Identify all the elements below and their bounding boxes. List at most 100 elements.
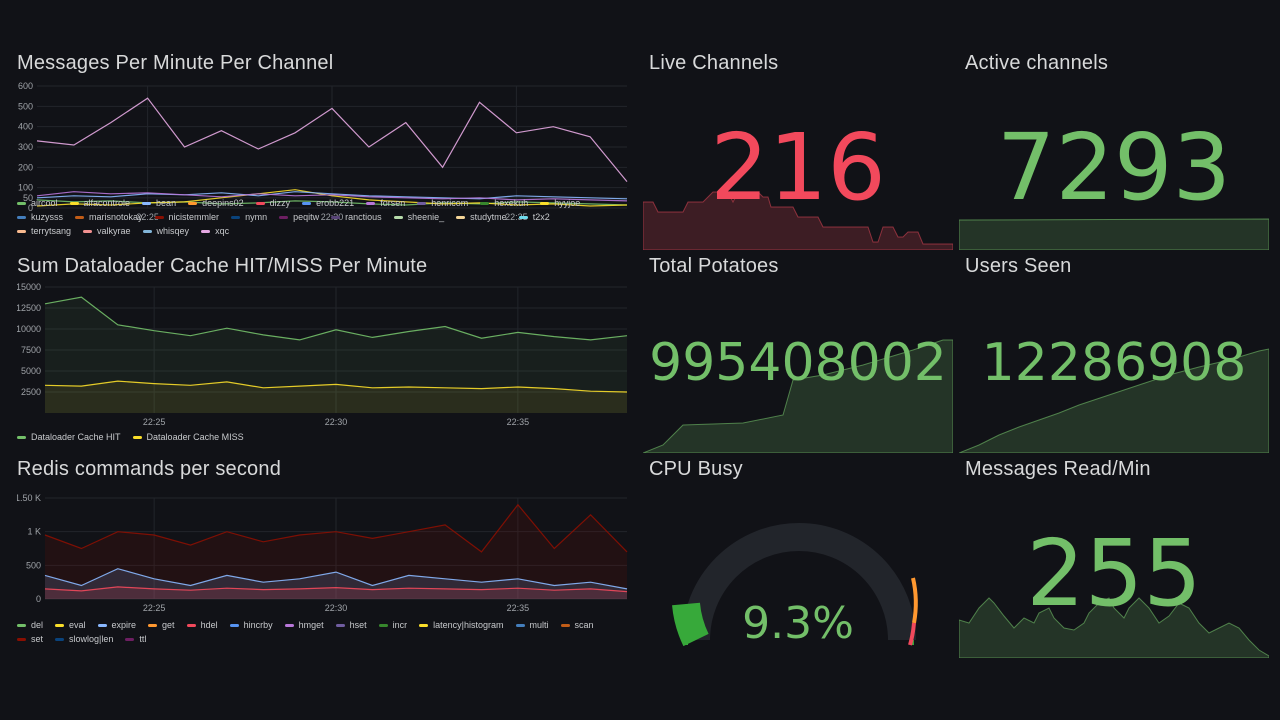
- legend-label: ttl: [139, 634, 147, 644]
- legend-item[interactable]: deepins02: [188, 198, 244, 208]
- legend-swatch: [417, 201, 427, 205]
- legend-swatch: [302, 201, 312, 205]
- active-channels-panel: Active channels 7293: [959, 52, 1269, 250]
- legend-label: sheenie_: [407, 212, 445, 222]
- legend-item[interactable]: latency|histogram: [419, 620, 504, 630]
- legend-label: deepins02: [202, 198, 244, 208]
- panel-title[interactable]: Live Channels: [649, 52, 779, 74]
- panel-title[interactable]: Active channels: [965, 52, 1109, 74]
- legend-swatch: [186, 623, 196, 627]
- legend-swatch: [17, 229, 26, 233]
- users-seen-sparkline: [959, 348, 1269, 453]
- legend-item[interactable]: incr: [378, 620, 408, 630]
- series-line: [36, 191, 628, 202]
- panel-title[interactable]: Messages Per Minute Per Channel: [17, 52, 334, 74]
- legend-item[interactable]: forsen: [366, 198, 405, 208]
- legend-swatch: [142, 201, 152, 205]
- x-tick-label: 22:25: [136, 212, 159, 222]
- redis-legend: del eval expire get hdel hincrby hmget hset incr…: [17, 620, 607, 644]
- series-line: [36, 97, 628, 182]
- legend-swatch: [97, 623, 107, 627]
- panel-title[interactable]: Users Seen: [965, 255, 1072, 277]
- panel-title[interactable]: Redis commands per second: [17, 458, 282, 480]
- live-channels-value: 216: [710, 114, 886, 221]
- y-tick-label: 500: [18, 101, 33, 111]
- messages-read-panel: Messages Read/Min 255: [959, 458, 1269, 658]
- legend-item[interactable]: scan: [560, 620, 594, 630]
- legend-item[interactable]: nicistemmler: [154, 212, 219, 222]
- legend-item[interactable]: studytme: [456, 212, 507, 222]
- legend-label: latency|histogram: [433, 620, 504, 630]
- legend-item[interactable]: nymn: [231, 212, 267, 222]
- panel-title[interactable]: Total Potatoes: [649, 255, 779, 277]
- y-tick-label: 1.50 K: [17, 493, 41, 503]
- legend-item[interactable]: get: [148, 620, 175, 630]
- legend-item[interactable]: hincrby: [229, 620, 273, 630]
- series-line: [44, 586, 628, 593]
- legend-item[interactable]: terrytsang: [17, 226, 71, 236]
- legend-item[interactable]: Dataloader Cache HIT: [17, 432, 121, 442]
- legend-item[interactable]: hset: [335, 620, 367, 630]
- legend-label: studytme: [470, 212, 507, 222]
- legend-item[interactable]: hyyjoe: [540, 198, 580, 208]
- legend-item[interactable]: expire: [97, 620, 137, 630]
- cache-chart[interactable]: 2500 5000 7500 10000 12500 15000 22:25 22:30 22:…: [17, 283, 629, 433]
- legend-swatch: [142, 229, 152, 233]
- panel-title[interactable]: Messages Read/Min: [965, 458, 1151, 480]
- legend-swatch: [279, 215, 289, 219]
- legend-label: marisnotokay: [89, 212, 143, 222]
- legend-swatch: [456, 215, 466, 219]
- legend-item[interactable]: whisqey: [142, 226, 189, 236]
- legend-item[interactable]: alfacontrole: [69, 198, 130, 208]
- legend-label: hmget: [298, 620, 324, 630]
- legend-swatch: [518, 215, 528, 219]
- legend-swatch: [393, 215, 403, 219]
- legend-label: incr: [392, 620, 408, 630]
- legend-label: expire: [111, 620, 137, 630]
- legend-swatch: [17, 435, 26, 439]
- y-tick-label: 200: [18, 162, 33, 172]
- legend-item[interactable]: multi: [515, 620, 549, 630]
- legend-item[interactable]: t2x2: [518, 212, 550, 222]
- legend-item[interactable]: xqc: [201, 226, 229, 236]
- legend-item[interactable]: erobb221: [302, 198, 354, 208]
- legend-item[interactable]: kuzysss: [17, 212, 63, 222]
- legend-label: t2x2: [532, 212, 550, 222]
- series-line: [44, 380, 628, 393]
- legend-label: henricom: [431, 198, 469, 208]
- legend-item[interactable]: bean: [142, 198, 176, 208]
- legend-item[interactable]: slowlog|len: [55, 634, 113, 644]
- y-tick-label: 10000: [17, 324, 41, 334]
- legend-item[interactable]: hdel: [186, 620, 218, 630]
- panel-title[interactable]: CPU Busy: [649, 458, 743, 480]
- legend-item[interactable]: hmget: [284, 620, 324, 630]
- legend-item[interactable]: ranctious: [331, 212, 382, 222]
- legend-label: slowlog|len: [69, 634, 114, 644]
- legend-item[interactable]: Dataloader Cache MISS: [132, 432, 244, 442]
- legend-swatch: [55, 623, 65, 627]
- legend-item[interactable]: ttl: [125, 634, 146, 644]
- legend-item[interactable]: sheenie_: [393, 212, 445, 222]
- legend-item[interactable]: valkyrae: [83, 226, 131, 236]
- legend-swatch: [515, 623, 525, 627]
- total-potatoes-sparkline: [643, 339, 953, 453]
- legend-swatch: [255, 201, 265, 205]
- x-tick-label: 22:35: [507, 417, 530, 427]
- legend-item[interactable]: peqitw: [279, 212, 319, 222]
- legend-item[interactable]: marisnotokay: [75, 212, 143, 222]
- legend-label: dizzy: [269, 198, 291, 208]
- total-potatoes-value: 995408002: [649, 333, 947, 393]
- panel-title[interactable]: Sum Dataloader Cache HIT/MISS Per Minute: [17, 255, 428, 277]
- legend-item[interactable]: set: [17, 634, 43, 644]
- legend-item[interactable]: eval: [55, 620, 86, 630]
- x-tick-label: 22:30: [325, 603, 348, 613]
- legend-item[interactable]: hexekuh: [480, 198, 528, 208]
- cpu-gauge: [672, 523, 918, 647]
- legend-item[interactable]: del: [17, 620, 43, 630]
- legend-item[interactable]: dizzy: [255, 198, 291, 208]
- legend-label: xqc: [215, 226, 230, 236]
- redis-chart[interactable]: 0 500 1 K 1.50 K 22:25 22:30 22:35: [17, 486, 629, 636]
- legend-item[interactable]: aircool: [17, 198, 58, 208]
- legend-item[interactable]: henricom: [417, 198, 468, 208]
